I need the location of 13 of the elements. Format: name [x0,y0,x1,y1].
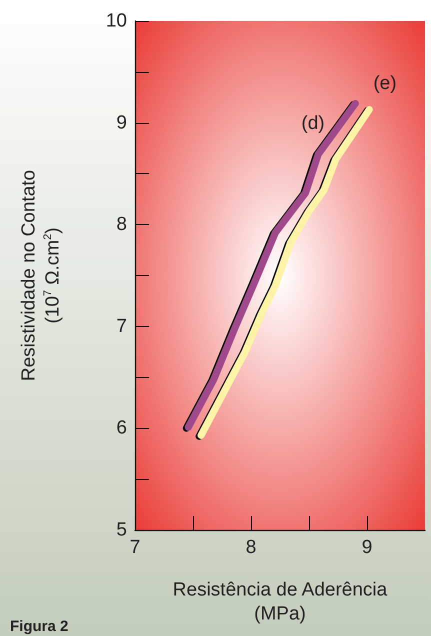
y-tick-label: 6 [116,418,127,439]
y-tick-label: 9 [116,112,127,134]
y-tick-label: 5 [116,520,127,540]
x-tick-label: 7 [130,537,140,558]
series-label: (e) [373,73,397,94]
x-axis-title: Resistência de Aderência (MPa) [172,580,388,624]
y-tick-label: 8 [116,214,127,236]
text: Figura 2 [10,618,68,635]
series-label: (d) [301,112,325,134]
y-tick-label: 7 [116,316,127,337]
y-tick-label: 10 [106,10,127,32]
x-tick-label: 8 [246,537,256,558]
x-tick-label: 9 [362,537,372,558]
